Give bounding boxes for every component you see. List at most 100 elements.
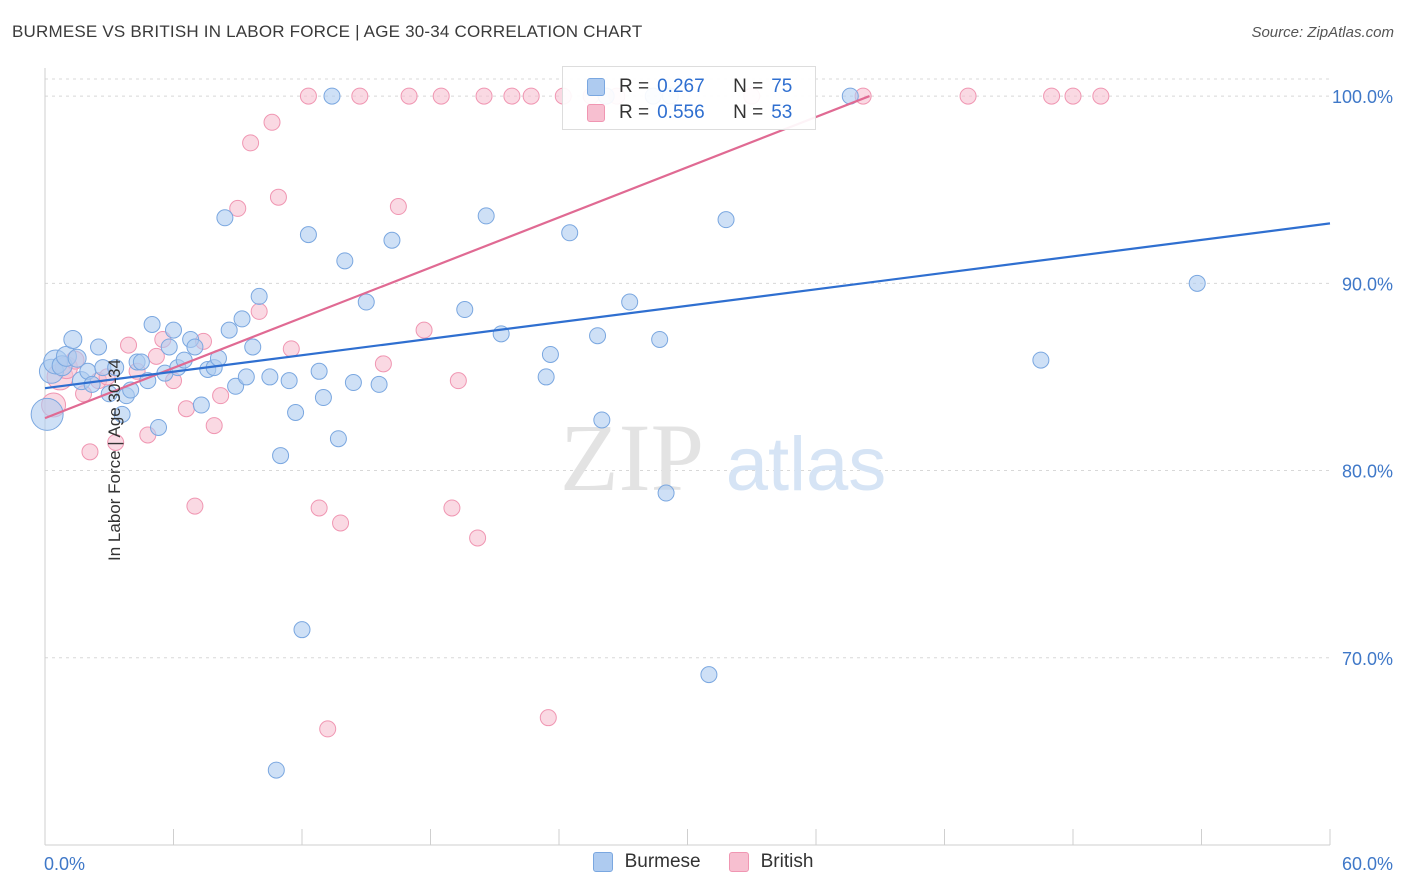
burmese-point xyxy=(537,368,555,386)
stats-row-british: R = 0.556 N = 53 xyxy=(587,101,792,125)
british-point xyxy=(263,113,281,131)
burmese-point xyxy=(651,330,669,348)
r-value: 0.556 xyxy=(657,102,705,123)
british-point xyxy=(319,720,337,738)
burmese-point xyxy=(165,321,182,339)
burmese-swatch xyxy=(592,852,613,872)
british-point xyxy=(443,499,461,517)
british-point xyxy=(1092,87,1110,105)
legend-label: British xyxy=(760,851,814,872)
r-label: R = xyxy=(619,76,650,97)
burmese-point xyxy=(107,359,125,377)
burmese-point xyxy=(329,430,347,448)
british-point xyxy=(186,497,204,515)
british-point xyxy=(177,400,195,418)
burmese-point xyxy=(67,348,87,368)
british-point xyxy=(400,87,418,105)
burmese-point xyxy=(63,329,83,349)
british-point xyxy=(282,340,300,358)
british-point xyxy=(503,87,521,105)
burmese-point xyxy=(30,397,64,431)
n-value: 75 xyxy=(771,76,793,97)
british-point xyxy=(212,387,230,405)
british-point xyxy=(269,188,287,206)
british-point xyxy=(147,347,165,365)
british-point xyxy=(539,709,557,727)
y-axis-label: In Labor Force | Age 30-34 xyxy=(104,359,124,561)
stats-row-burmese: R = 0.267 N = 75 xyxy=(587,75,792,99)
legend-item-burmese[interactable]: Burmese xyxy=(592,851,701,873)
british-point xyxy=(389,198,407,216)
burmese-point xyxy=(1032,351,1050,369)
n-value: 53 xyxy=(771,102,793,123)
y-tick-label: 70.0% xyxy=(1342,649,1393,669)
burmese-point xyxy=(310,362,328,380)
british-point xyxy=(475,87,493,105)
burmese-point xyxy=(83,375,101,393)
burmese-point xyxy=(244,338,262,356)
burmese-point xyxy=(541,345,559,363)
legend-label: Burmese xyxy=(624,851,701,872)
legend-item-british[interactable]: British xyxy=(728,851,814,873)
y-tick-label: 100.0% xyxy=(1332,87,1393,107)
burmese-swatch xyxy=(587,78,605,96)
british-point xyxy=(229,199,247,217)
n-label: N = xyxy=(733,76,764,97)
burmese-point xyxy=(150,418,168,436)
british-trend-line xyxy=(44,95,870,420)
burmese-point xyxy=(267,761,285,779)
stats-legend: R = 0.267 N = 75 R = 0.556 N = 53 xyxy=(562,66,816,130)
burmese-point xyxy=(593,411,611,429)
burmese-point xyxy=(383,231,401,249)
burmese-point xyxy=(186,338,204,356)
gridlines xyxy=(45,78,1330,659)
british-point xyxy=(469,529,487,547)
british-swatch xyxy=(728,852,749,872)
burmese-point xyxy=(160,338,178,356)
burmese-point xyxy=(314,389,332,407)
series-legend: Burmese British xyxy=(0,851,1406,873)
british-point xyxy=(205,417,223,435)
british-point xyxy=(374,355,392,373)
chart-title: BURMESE VS BRITISH IN LABOR FORCE | AGE … xyxy=(12,22,643,41)
british-point xyxy=(332,514,350,532)
british-point xyxy=(522,87,540,105)
british-point xyxy=(250,302,268,320)
burmese-point xyxy=(233,310,251,328)
y-tick-label: 90.0% xyxy=(1342,274,1393,294)
burmese-point xyxy=(1188,274,1206,292)
british-point xyxy=(299,87,317,105)
british-swatch xyxy=(587,104,605,122)
burmese-point xyxy=(280,372,298,390)
burmese-point xyxy=(657,484,675,502)
burmese-point xyxy=(272,447,290,465)
burmese-point xyxy=(132,353,150,371)
burmese-point xyxy=(216,209,234,227)
y-tick-label: 80.0% xyxy=(1342,462,1393,482)
burmese-point xyxy=(323,87,341,105)
watermark-zip: ZIP xyxy=(560,404,704,511)
burmese-point xyxy=(357,293,375,311)
burmese-trend-line xyxy=(44,222,1331,390)
tick-labels: 70.0% 80.0% 90.0% 100.0% 0.0% 60.0% xyxy=(44,87,1393,874)
x-tick-label-min: 0.0% xyxy=(44,854,85,874)
burmese-point xyxy=(113,405,131,423)
r-value: 0.267 xyxy=(657,76,705,97)
n-label: N = xyxy=(733,102,764,123)
burmese-point xyxy=(370,375,388,393)
burmese-point xyxy=(344,374,362,392)
british-point xyxy=(107,433,125,451)
trend-lines xyxy=(44,95,1331,420)
burmese-point xyxy=(143,316,161,334)
burmese-point xyxy=(237,368,255,386)
r-label: R = xyxy=(619,102,650,123)
burmese-point xyxy=(589,327,607,345)
burmese-point xyxy=(250,287,268,305)
british-point xyxy=(120,336,138,354)
burmese-point xyxy=(561,224,579,242)
burmese-point xyxy=(456,301,474,319)
burmese-point xyxy=(299,226,317,244)
british-point xyxy=(415,321,433,339)
british-point xyxy=(1043,87,1061,105)
watermark: ZIP atlas xyxy=(560,404,886,511)
